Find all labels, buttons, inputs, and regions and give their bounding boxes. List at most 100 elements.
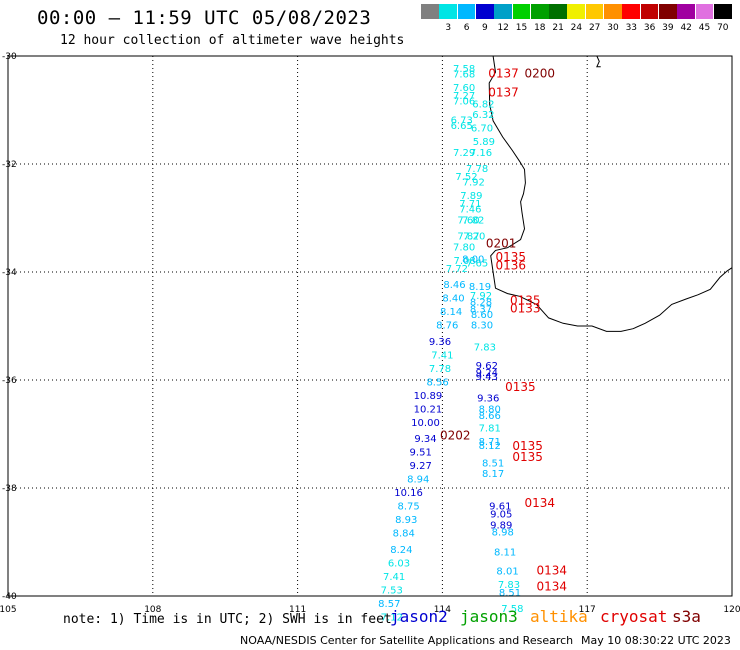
wave-height-value: 6.03 [388, 558, 410, 569]
wave-height-value: 8.56 [426, 377, 448, 388]
wave-height-value: 9.43 [476, 372, 498, 383]
wave-height-value: 8.40 [442, 294, 464, 305]
scale-tick-label: 9 [482, 23, 488, 33]
wave-height-value: 7.83 [498, 580, 520, 591]
wave-height-value: 9.36 [477, 394, 499, 405]
wave-height-value: 7.65 [466, 259, 488, 270]
scale-bin [658, 4, 677, 19]
scale-tick-label: 27 [588, 23, 601, 33]
track-time-label: 0135 [495, 250, 526, 264]
wave-height-value: 7.12 [381, 612, 403, 623]
wave-height-value: 8.00 [462, 254, 484, 265]
scale-bin [677, 4, 695, 19]
wave-height-value: 9.24 [476, 368, 498, 379]
scale-bin [512, 4, 531, 19]
wave-height-value: 7.81 [479, 423, 501, 434]
track-time-label: 0201 [486, 237, 517, 251]
lon-tick-label: 120 [723, 605, 740, 615]
scale-tick-label: 15 [515, 23, 528, 33]
lon-tick-label: 108 [144, 605, 161, 615]
wave-height-value: 7.46 [459, 205, 481, 216]
mission-label-jason3: jason3 [460, 607, 518, 626]
wave-height-value: 8.75 [397, 502, 419, 513]
mission-label-s3a: s3a [672, 607, 701, 626]
lat-tick-label: -38 [2, 484, 17, 494]
wave-height-value: 8.51 [482, 458, 504, 469]
lon-tick-label: 114 [434, 605, 451, 615]
mission-label-altika: altika [530, 607, 588, 626]
scale-tick-label: 39 [662, 23, 674, 33]
wave-height-value: 6.32 [472, 110, 494, 121]
scale-bin [640, 4, 659, 19]
track-time-label: 0202 [440, 428, 471, 442]
wave-height-value: 10.00 [411, 418, 440, 429]
wave-height-value: 9.62 [476, 361, 498, 372]
scale-tick-label: 33 [625, 23, 638, 33]
wave-height-value: 7.08 [453, 256, 475, 267]
wave-height-value: 7.27 [453, 91, 475, 102]
wave-height-value: 8.57 [378, 599, 400, 610]
scale-tick-label: 3 [445, 23, 452, 33]
scale-tick-label: 30 [607, 23, 619, 33]
track-time-label: 0133 [510, 302, 541, 316]
scale-bin [475, 4, 494, 19]
scale-bin [421, 4, 439, 19]
wave-height-value: 8.76 [436, 321, 458, 332]
map-frame [7, 55, 733, 597]
scale-bin [604, 4, 622, 19]
lat-tick-label: -36 [2, 376, 17, 386]
track-time-label: 0135 [510, 293, 541, 307]
wave-height-value: 7.29 [453, 148, 475, 159]
wave-height-value: 7.92 [463, 178, 485, 189]
scale-bin [439, 4, 458, 19]
wave-height-value: 9.89 [490, 521, 512, 532]
track-time-label: 0134 [537, 580, 568, 594]
wave-height-value: 10.16 [394, 488, 423, 499]
wave-height-value: 7.89 [460, 191, 482, 202]
wave-height-value: 7.83 [474, 342, 496, 353]
wave-height-value: 7.87 [457, 232, 479, 243]
wave-height-value: 7.41 [431, 350, 453, 361]
scale-bin [695, 4, 714, 19]
wave-height-value: 8.19 [469, 282, 491, 293]
scale-tick-label: 21 [552, 23, 564, 33]
wave-height-value: 7.60 [457, 215, 479, 226]
track-time-label: 0134 [524, 496, 555, 510]
wave-height-value: 6.82 [472, 99, 494, 110]
wave-height-value: 6.73 [451, 116, 473, 127]
scale-bin [567, 4, 586, 19]
lon-tick-label: 111 [289, 605, 306, 615]
inland-feature [596, 55, 601, 68]
track-time-label: 0200 [524, 67, 555, 81]
wave-height-value: 9.36 [429, 337, 451, 348]
scale-bin [530, 4, 549, 19]
wave-height-value: 8.46 [443, 280, 465, 291]
scale-tick-label: 42 [680, 23, 692, 33]
wave-height-value: 7.06 [453, 97, 475, 108]
wave-height-value: 7.16 [470, 148, 492, 159]
scale-tick-label: 18 [534, 23, 546, 33]
scale-bin [457, 4, 476, 19]
wave-height-value: 7.82 [462, 215, 484, 226]
wave-height-value: 9.51 [410, 448, 432, 459]
generated-timestamp: May 10 08:30:22 UTC 2023 [581, 634, 731, 647]
wave-height-value: 8.98 [492, 528, 514, 539]
track-time-label: 0136 [495, 258, 526, 272]
wave-height-value: 7.53 [381, 585, 403, 596]
scale-tick-label: 24 [570, 23, 583, 33]
lat-tick-label: -34 [2, 268, 17, 278]
scale-bin [713, 4, 732, 19]
wave-height-value: 7.41 [383, 572, 405, 583]
track-time-label: 0135 [505, 380, 536, 394]
wave-height-value: 9.27 [410, 461, 432, 472]
wave-height-value: 6.70 [471, 124, 493, 135]
lat-tick-label: -32 [2, 160, 17, 170]
coastline [488, 55, 733, 332]
scale-tick-label: 6 [463, 23, 470, 33]
track-time-label: 0137 [488, 86, 519, 100]
track-time-label: 0135 [512, 450, 543, 464]
wave-height-value: 8.37 [470, 305, 492, 316]
mission-label-cryosat: cryosat [600, 607, 668, 626]
wave-height-value: 8.17 [482, 469, 504, 480]
